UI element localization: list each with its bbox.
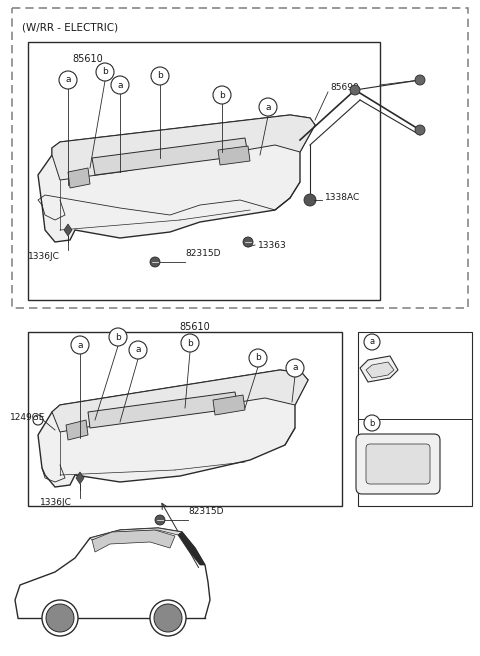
Circle shape [150, 600, 186, 636]
Polygon shape [90, 528, 182, 540]
Circle shape [350, 85, 360, 95]
Circle shape [181, 334, 199, 352]
Text: b: b [115, 333, 121, 342]
Polygon shape [76, 472, 84, 484]
Circle shape [42, 600, 78, 636]
Circle shape [109, 328, 127, 346]
Bar [12, 8, 468, 308]
Polygon shape [218, 146, 250, 165]
Text: a: a [265, 102, 271, 112]
Text: 85610: 85610 [180, 322, 210, 332]
Polygon shape [38, 115, 315, 242]
Text: b: b [219, 91, 225, 100]
Polygon shape [68, 168, 90, 188]
FancyBboxPatch shape [366, 444, 430, 484]
Text: 85690: 85690 [330, 83, 359, 92]
Polygon shape [213, 395, 245, 415]
Text: 1336JC: 1336JC [28, 252, 60, 261]
Circle shape [213, 86, 231, 104]
Text: 13363: 13363 [258, 241, 287, 249]
Polygon shape [92, 138, 248, 175]
Circle shape [96, 63, 114, 81]
Polygon shape [88, 392, 238, 428]
Circle shape [415, 125, 425, 135]
Text: a: a [117, 81, 123, 89]
Circle shape [155, 515, 165, 525]
Polygon shape [52, 370, 308, 432]
Polygon shape [366, 362, 394, 378]
Circle shape [364, 334, 380, 350]
Polygon shape [66, 420, 88, 440]
Circle shape [129, 341, 147, 359]
Bar [28, 332, 342, 506]
FancyBboxPatch shape [356, 434, 440, 494]
Text: 82315D: 82315D [188, 507, 224, 516]
Text: b: b [157, 72, 163, 81]
Polygon shape [360, 356, 398, 382]
Circle shape [111, 76, 129, 94]
Text: 85610: 85610 [72, 54, 103, 64]
Polygon shape [52, 115, 315, 180]
Polygon shape [38, 370, 308, 487]
Circle shape [304, 194, 316, 206]
Text: a: a [370, 337, 374, 346]
Text: a: a [77, 340, 83, 350]
Text: a: a [292, 363, 298, 373]
Text: 1336JC: 1336JC [40, 498, 72, 507]
Bar [358, 332, 472, 506]
Circle shape [259, 98, 277, 116]
Circle shape [286, 359, 304, 377]
Text: 85640B: 85640B [386, 337, 421, 346]
Text: b: b [255, 354, 261, 363]
Circle shape [415, 75, 425, 85]
Text: 1338AC: 1338AC [325, 194, 360, 203]
Polygon shape [92, 530, 175, 552]
Text: a: a [65, 75, 71, 85]
Text: 82315D: 82315D [185, 249, 220, 258]
Polygon shape [64, 224, 72, 236]
Text: b: b [102, 68, 108, 77]
Text: b: b [369, 419, 375, 428]
Circle shape [59, 71, 77, 89]
Circle shape [150, 257, 160, 267]
Text: 1249GE: 1249GE [10, 413, 46, 422]
Polygon shape [178, 532, 205, 565]
Text: (W/RR - ELECTRIC): (W/RR - ELECTRIC) [22, 22, 118, 32]
Circle shape [364, 415, 380, 431]
Circle shape [151, 67, 169, 85]
Circle shape [71, 336, 89, 354]
Circle shape [243, 237, 253, 247]
Text: b: b [187, 338, 193, 348]
Text: a: a [135, 346, 141, 354]
Bar [28, 42, 380, 300]
Text: 89855B: 89855B [386, 419, 421, 428]
Circle shape [46, 604, 74, 632]
Circle shape [154, 604, 182, 632]
Circle shape [249, 349, 267, 367]
